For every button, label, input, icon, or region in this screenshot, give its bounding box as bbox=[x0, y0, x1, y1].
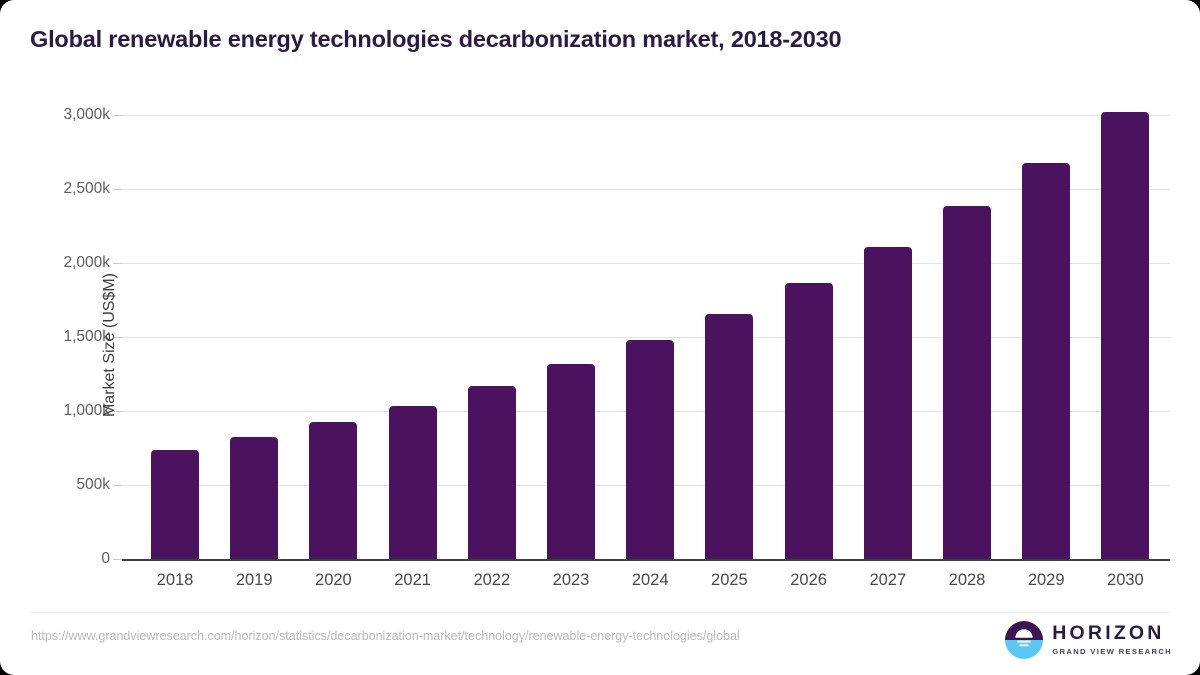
x-tick-label: 2029 bbox=[1027, 571, 1065, 589]
x-tick-label: 2025 bbox=[711, 571, 748, 589]
bar-2030[interactable] bbox=[1101, 112, 1150, 559]
y-tick-label: 500k bbox=[76, 476, 110, 493]
source-url[interactable]: https://www.grandviewresearch.com/horizo… bbox=[31, 629, 740, 643]
bar-2025[interactable] bbox=[705, 314, 754, 559]
horizon-logo-icon bbox=[1005, 621, 1044, 659]
y-tick-mark bbox=[113, 485, 122, 486]
y-tick-mark bbox=[113, 263, 122, 264]
plot-area: 0 500k 1,000k 1,500k 2,000k 2,500k 3,000k 2018… bbox=[63, 106, 1170, 589]
x-tick-label: 2028 bbox=[948, 571, 986, 589]
bar-2019[interactable] bbox=[230, 437, 279, 559]
y-tick-label: 1,500k bbox=[63, 328, 110, 345]
bar-2023[interactable] bbox=[547, 363, 595, 559]
y-tick-mark bbox=[113, 337, 122, 338]
y-tick-label: 1,000k bbox=[63, 402, 110, 419]
x-tick-label: 2020 bbox=[315, 571, 352, 589]
x-tick-label: 2021 bbox=[394, 571, 431, 589]
bar-2021[interactable] bbox=[388, 405, 437, 559]
y-tick-mark bbox=[113, 189, 122, 190]
y-tick-mark bbox=[113, 411, 122, 412]
bar-2026[interactable] bbox=[784, 282, 833, 559]
y-tick-label: 2,000k bbox=[63, 254, 110, 271]
bar-2024[interactable] bbox=[626, 339, 675, 559]
x-tick-label: 2019 bbox=[235, 571, 273, 589]
gridline bbox=[122, 337, 1170, 338]
y-tick-label: 2,500k bbox=[63, 180, 110, 197]
gridline bbox=[122, 189, 1170, 190]
bar-2018[interactable] bbox=[151, 450, 199, 559]
bar-2027[interactable] bbox=[863, 247, 912, 559]
logo-subtitle: GRAND VIEW RESEARCH bbox=[1052, 646, 1172, 656]
x-tick-label: 2023 bbox=[552, 571, 590, 589]
x-tick-label: 2022 bbox=[473, 571, 511, 589]
y-axis-title: Market Size (US$M) bbox=[101, 272, 118, 418]
bar-2028[interactable] bbox=[943, 206, 991, 559]
y-tick-mark bbox=[113, 115, 122, 116]
horizon-logo-text: HORIZON GRAND VIEW RESEARCH bbox=[1052, 624, 1172, 655]
y-tick-mark bbox=[113, 559, 122, 560]
bar-2029[interactable] bbox=[1022, 162, 1071, 559]
x-tick-label: 2024 bbox=[631, 571, 669, 589]
x-axis-line bbox=[122, 559, 1170, 561]
y-tick-label: 0 bbox=[101, 550, 110, 567]
x-tick-label: 2030 bbox=[1107, 571, 1144, 589]
x-tick-label: 2026 bbox=[790, 571, 827, 589]
x-tick-label: 2027 bbox=[869, 571, 907, 589]
footer-divider bbox=[30, 612, 1170, 613]
gridline bbox=[122, 263, 1170, 264]
page-title: Global renewable energy technologies dec… bbox=[30, 26, 842, 52]
sunrise-circle-icon bbox=[1005, 621, 1044, 659]
bar-2020[interactable] bbox=[309, 421, 358, 559]
bar-2022[interactable] bbox=[467, 385, 516, 559]
x-tick-label: 2018 bbox=[156, 571, 194, 589]
logo-wordmark: HORIZON bbox=[1052, 622, 1165, 645]
y-tick-label: 3,000k bbox=[63, 106, 110, 123]
horizon-logo: HORIZON GRAND VIEW RESEARCH bbox=[1005, 619, 1172, 661]
gridline bbox=[122, 115, 1170, 116]
